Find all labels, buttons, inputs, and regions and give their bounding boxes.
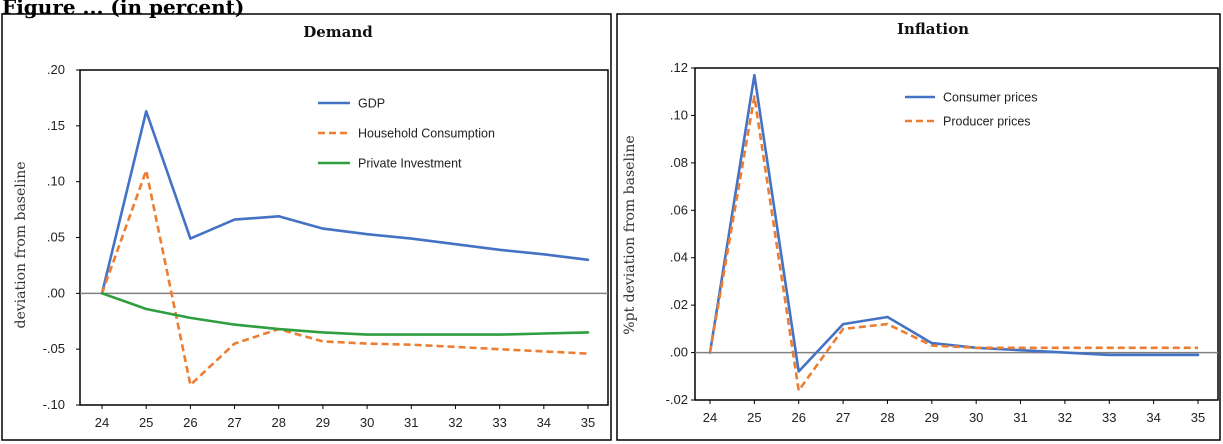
inflation-title: Inflation — [897, 20, 969, 38]
demand-title: Demand — [303, 23, 373, 41]
demand-xtick-label: 27 — [227, 415, 241, 430]
inflation-xtick-label: 32 — [1058, 410, 1072, 425]
demand-legend-label: GDP — [358, 97, 385, 111]
demand-xtick-label: 29 — [316, 415, 330, 430]
demand-xtick-label: 35 — [581, 415, 595, 430]
inflation-panel-border — [616, 13, 1221, 441]
inflation-xtick-label: 34 — [1146, 410, 1160, 425]
inflation-ytick-label: .02 — [670, 297, 688, 312]
inflation-xtick-label: 31 — [1013, 410, 1027, 425]
demand-xtick-label: 26 — [183, 415, 197, 430]
inflation-legend-label: Consumer prices — [943, 91, 1037, 105]
demand-xtick-label: 25 — [139, 415, 153, 430]
demand-ytick-label: .15 — [47, 118, 65, 133]
demand-ytick-label: .05 — [47, 230, 65, 245]
inflation-panel: Inflation %pt deviation from baseline .1… — [616, 13, 1221, 441]
demand-xtick-label: 32 — [448, 415, 462, 430]
demand-ytick-label: .10 — [47, 174, 65, 189]
inflation-ytick-label: .06 — [670, 202, 688, 217]
inflation-ytick-label: .12 — [670, 60, 688, 75]
inflation-ylabel: %pt deviation from baseline — [622, 135, 638, 334]
inflation-legend-label: Producer prices — [943, 115, 1031, 129]
inflation-ytick-label: .08 — [670, 155, 688, 170]
demand-ytick-label: .00 — [47, 285, 65, 300]
demand-legend-label: Household Consumption — [358, 127, 495, 141]
inflation-xtick-label: 30 — [969, 410, 983, 425]
demand-ylabel: deviation from baseline — [13, 161, 29, 328]
inflation-xtick-label: 33 — [1102, 410, 1116, 425]
inflation-plot-area — [694, 67, 1219, 401]
demand-xtick-label: 24 — [95, 415, 109, 430]
inflation-xtick-label: 26 — [791, 410, 805, 425]
inflation-xtick-label: 28 — [880, 410, 894, 425]
inflation-xtick-label: 29 — [925, 410, 939, 425]
demand-xtick-label: 33 — [492, 415, 506, 430]
demand-panel-border — [1, 13, 612, 441]
inflation-ytick-label: -.02 — [666, 392, 688, 407]
demand-ytick-label: -.05 — [43, 341, 65, 356]
inflation-ytick-label: .10 — [670, 107, 688, 122]
demand-ytick-label: .20 — [47, 62, 65, 77]
demand-series-gdp — [100, 110, 590, 295]
demand-panel: Demand deviation from baseline .20 .15 .10… — [1, 13, 612, 441]
demand-xtick-label: 28 — [271, 415, 285, 430]
demand-xtick-label: 34 — [537, 415, 551, 430]
demand-xtick-label: 31 — [404, 415, 418, 430]
inflation-ytick-label: .00 — [670, 345, 688, 360]
demand-series-private-investment — [100, 291, 590, 336]
inflation-series-producer-prices — [708, 95, 1198, 392]
inflation-ytick-label: .04 — [670, 250, 688, 265]
demand-series-household-consumption — [100, 169, 589, 387]
inflation-xtick-label: 27 — [836, 410, 850, 425]
figure-heading: Figure ... (in percent) — [2, 0, 244, 19]
demand-legend-label: Private Investment — [358, 157, 462, 171]
inflation-xtick-label: 24 — [703, 410, 717, 425]
inflation-xtick-label: 25 — [747, 410, 761, 425]
demand-ytick-label: -.10 — [43, 397, 65, 412]
inflation-xtick-label: 35 — [1191, 410, 1205, 425]
demand-xtick-label: 30 — [360, 415, 374, 430]
